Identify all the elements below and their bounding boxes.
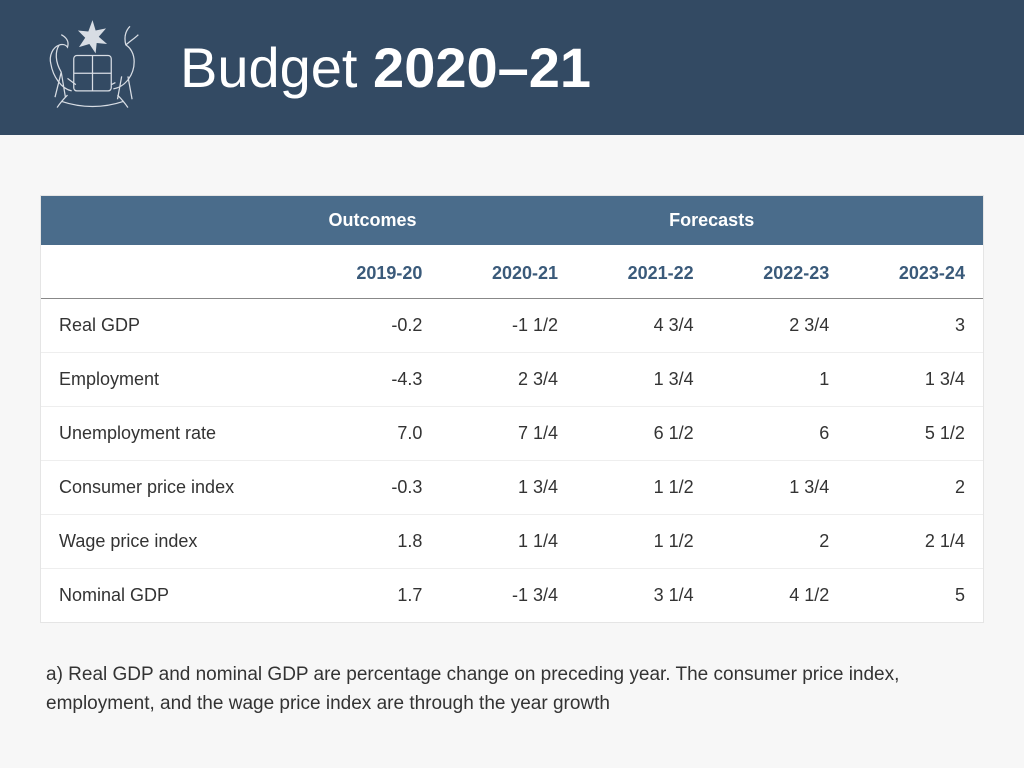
cell-value: 1 3/4 [576, 353, 712, 406]
row-label: Consumer price index [41, 461, 305, 514]
cell-value: 5 1/2 [847, 407, 983, 460]
cell-value: 7 1/4 [440, 407, 576, 460]
row-label: Nominal GDP [41, 569, 305, 622]
col-header: 2021-22 [576, 245, 712, 298]
cell-value: 2 3/4 [712, 299, 848, 352]
group-header-blank [41, 196, 305, 245]
group-header-forecasts: Forecasts [440, 196, 983, 245]
group-header-row: Outcomes Forecasts [41, 196, 983, 245]
cell-value: 4 3/4 [576, 299, 712, 352]
cell-value: -4.3 [305, 353, 441, 406]
table-row: Unemployment rate7.07 1/46 1/265 1/2 [41, 407, 983, 461]
cell-value: -0.2 [305, 299, 441, 352]
cell-value: 3 [847, 299, 983, 352]
cell-value: -0.3 [305, 461, 441, 514]
cell-value: 1 1/4 [440, 515, 576, 568]
cell-value: 2 1/4 [847, 515, 983, 568]
page-title: Budget 2020–21 [180, 35, 591, 100]
page-header: Budget 2020–21 [0, 0, 1024, 135]
title-bold: 2020–21 [373, 36, 591, 99]
cell-value: 1.7 [305, 569, 441, 622]
table-body: Real GDP-0.2-1 1/24 3/42 3/43Employment-… [41, 299, 983, 622]
cell-value: -1 3/4 [440, 569, 576, 622]
economic-table: Outcomes Forecasts 2019-20 2020-21 2021-… [40, 195, 984, 623]
cell-value: 6 [712, 407, 848, 460]
table-row: Nominal GDP1.7-1 3/43 1/44 1/25 [41, 569, 983, 622]
content-area: Outcomes Forecasts 2019-20 2020-21 2021-… [0, 135, 1024, 718]
cell-value: 5 [847, 569, 983, 622]
year-header-blank [41, 245, 305, 298]
col-header: 2019-20 [305, 245, 441, 298]
row-label: Wage price index [41, 515, 305, 568]
row-label: Unemployment rate [41, 407, 305, 460]
table-row: Real GDP-0.2-1 1/24 3/42 3/43 [41, 299, 983, 353]
cell-value: 2 [712, 515, 848, 568]
cell-value: 6 1/2 [576, 407, 712, 460]
table-row: Consumer price index-0.31 3/41 1/21 3/42 [41, 461, 983, 515]
cell-value: 1.8 [305, 515, 441, 568]
year-header-row: 2019-20 2020-21 2021-22 2022-23 2023-24 [41, 245, 983, 299]
col-header: 2023-24 [847, 245, 983, 298]
cell-value: 4 1/2 [712, 569, 848, 622]
coat-of-arms-icon [30, 13, 155, 123]
cell-value: 1 3/4 [847, 353, 983, 406]
cell-value: 1 3/4 [440, 461, 576, 514]
row-label: Real GDP [41, 299, 305, 352]
cell-value: 1 [712, 353, 848, 406]
table-row: Employment-4.32 3/41 3/411 3/4 [41, 353, 983, 407]
row-label: Employment [41, 353, 305, 406]
cell-value: 2 [847, 461, 983, 514]
cell-value: 7.0 [305, 407, 441, 460]
table-row: Wage price index1.81 1/41 1/222 1/4 [41, 515, 983, 569]
group-header-outcomes: Outcomes [305, 196, 441, 245]
title-light: Budget [180, 36, 373, 99]
footnote-text: a) Real GDP and nominal GDP are percenta… [40, 661, 984, 718]
col-header: 2020-21 [440, 245, 576, 298]
cell-value: 2 3/4 [440, 353, 576, 406]
cell-value: -1 1/2 [440, 299, 576, 352]
col-header: 2022-23 [712, 245, 848, 298]
cell-value: 1 1/2 [576, 515, 712, 568]
cell-value: 1 1/2 [576, 461, 712, 514]
cell-value: 3 1/4 [576, 569, 712, 622]
cell-value: 1 3/4 [712, 461, 848, 514]
